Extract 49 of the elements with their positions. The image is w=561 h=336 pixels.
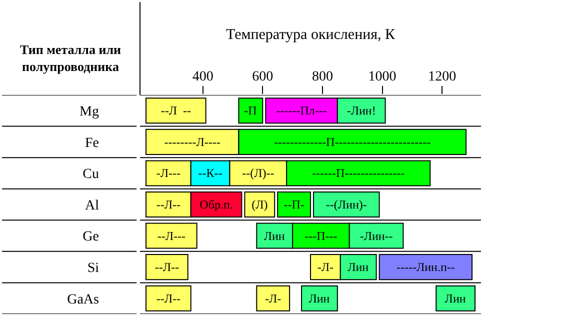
x-tick-label: 800 [312, 69, 333, 84]
x-tick-label: 600 [252, 69, 274, 84]
x-tick-label: 1200 [428, 69, 456, 84]
data-label: --П- [284, 198, 304, 212]
y-axis-title: Тип металла или полупроводника [20, 42, 122, 74]
data-label: --(Л)-- [242, 166, 274, 180]
y-tick-label: Mg [80, 104, 99, 120]
bar [436, 285, 476, 312]
data-label: -Л- [317, 260, 334, 274]
y-tick-label: Al [85, 198, 100, 214]
y-tick-label: Cu [82, 167, 99, 182]
y-tick-label: GaAs [67, 292, 99, 308]
data-label: --------Л---- [164, 134, 220, 149]
data-label: Лин [348, 260, 370, 274]
data-label: --Л -- [160, 104, 191, 118]
data-label: --Л-- [156, 291, 180, 306]
bar [145, 285, 192, 312]
bar [378, 254, 473, 280]
data-label: ---П--- [304, 228, 338, 243]
data-label: -П [244, 104, 258, 118]
data-label: -------------П------------------------ [274, 134, 431, 149]
bar [145, 98, 206, 124]
data-label: -Лин-- [360, 228, 393, 243]
bar [145, 254, 188, 280]
data-label: Лин [444, 291, 466, 306]
bar [312, 191, 380, 218]
data-label: --К-- [198, 166, 222, 180]
data-label: Обр.п. [200, 198, 233, 212]
data-label: -----Лин.п-- [396, 260, 455, 274]
y-tick-label: Fe [85, 136, 99, 151]
bar [238, 98, 264, 124]
data-label: --Л-- [154, 260, 179, 274]
data-label: --Л-- [156, 198, 180, 212]
x-axis-title: Температура окисления, К [226, 27, 396, 43]
bar [145, 222, 198, 249]
data-label: -Л- [265, 291, 282, 306]
data-label: Лин [264, 228, 286, 243]
data-label: -Лин! [346, 104, 376, 118]
x-tick-label: 1000 [368, 69, 396, 84]
data-label: -Л--- [156, 166, 180, 180]
data-label: ------Пл--- [276, 104, 327, 118]
y-tick-label: Ge [82, 230, 99, 245]
data-label: ------П--------------- [312, 166, 405, 180]
data-label: --(Лин)- [326, 198, 367, 212]
x-tick-label: 400 [192, 69, 214, 84]
data-label: Лин [308, 291, 330, 306]
y-tick-label: Si [87, 260, 100, 276]
data-label: (Л) [252, 198, 268, 212]
data-label: --Л--- [157, 228, 186, 243]
